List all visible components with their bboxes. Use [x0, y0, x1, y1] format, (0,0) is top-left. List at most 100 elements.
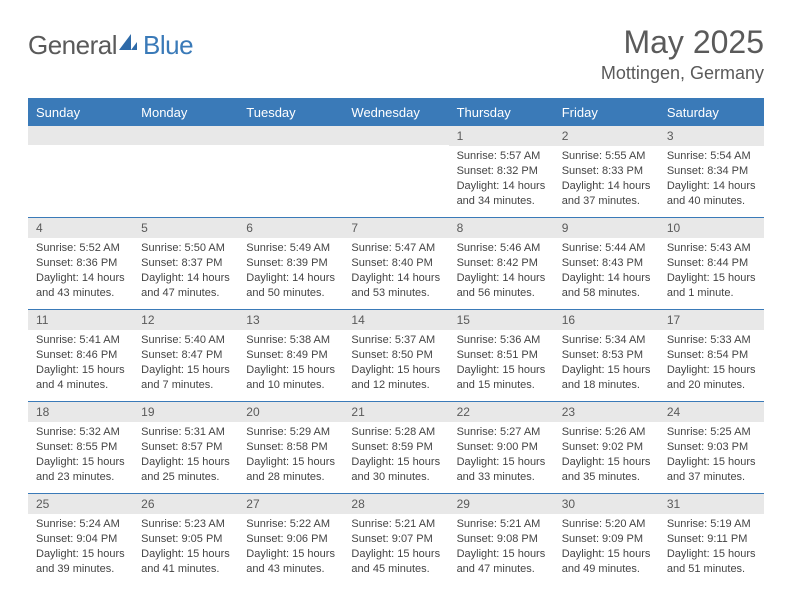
day-number: 31 [659, 494, 764, 514]
sail-icon [117, 32, 139, 59]
day-cell [343, 126, 448, 218]
day-number [28, 126, 133, 145]
day-number: 23 [554, 402, 659, 422]
week-row: 1Sunrise: 5:57 AMSunset: 8:32 PMDaylight… [28, 126, 764, 218]
day-content: Sunrise: 5:57 AMSunset: 8:32 PMDaylight:… [449, 146, 554, 214]
day-cell: 17Sunrise: 5:33 AMSunset: 8:54 PMDayligh… [659, 310, 764, 402]
day-cell: 31Sunrise: 5:19 AMSunset: 9:11 PMDayligh… [659, 494, 764, 586]
day-number: 29 [449, 494, 554, 514]
day-content: Sunrise: 5:46 AMSunset: 8:42 PMDaylight:… [449, 238, 554, 306]
day-number: 9 [554, 218, 659, 238]
day-content [343, 145, 448, 154]
day-content: Sunrise: 5:36 AMSunset: 8:51 PMDaylight:… [449, 330, 554, 398]
day-number: 6 [238, 218, 343, 238]
day-number: 19 [133, 402, 238, 422]
day-header: Wednesday [343, 99, 448, 126]
week-row: 11Sunrise: 5:41 AMSunset: 8:46 PMDayligh… [28, 310, 764, 402]
day-number: 24 [659, 402, 764, 422]
day-cell: 10Sunrise: 5:43 AMSunset: 8:44 PMDayligh… [659, 218, 764, 310]
day-content [238, 145, 343, 154]
day-number: 11 [28, 310, 133, 330]
day-cell: 20Sunrise: 5:29 AMSunset: 8:58 PMDayligh… [238, 402, 343, 494]
day-cell: 24Sunrise: 5:25 AMSunset: 9:03 PMDayligh… [659, 402, 764, 494]
day-content: Sunrise: 5:23 AMSunset: 9:05 PMDaylight:… [133, 514, 238, 582]
day-header: Monday [133, 99, 238, 126]
day-cell: 26Sunrise: 5:23 AMSunset: 9:05 PMDayligh… [133, 494, 238, 586]
day-number: 22 [449, 402, 554, 422]
day-number: 25 [28, 494, 133, 514]
day-cell: 3Sunrise: 5:54 AMSunset: 8:34 PMDaylight… [659, 126, 764, 218]
day-content [28, 145, 133, 154]
day-content: Sunrise: 5:20 AMSunset: 9:09 PMDaylight:… [554, 514, 659, 582]
day-content: Sunrise: 5:34 AMSunset: 8:53 PMDaylight:… [554, 330, 659, 398]
day-number: 13 [238, 310, 343, 330]
day-cell: 18Sunrise: 5:32 AMSunset: 8:55 PMDayligh… [28, 402, 133, 494]
calendar-table: Sunday Monday Tuesday Wednesday Thursday… [28, 98, 764, 586]
day-header: Sunday [28, 99, 133, 126]
day-header-row: Sunday Monday Tuesday Wednesday Thursday… [28, 99, 764, 126]
day-content: Sunrise: 5:21 AMSunset: 9:07 PMDaylight:… [343, 514, 448, 582]
day-header: Tuesday [238, 99, 343, 126]
day-content: Sunrise: 5:44 AMSunset: 8:43 PMDaylight:… [554, 238, 659, 306]
month-title: May 2025 [601, 24, 764, 61]
day-content: Sunrise: 5:26 AMSunset: 9:02 PMDaylight:… [554, 422, 659, 490]
day-content: Sunrise: 5:22 AMSunset: 9:06 PMDaylight:… [238, 514, 343, 582]
day-cell: 12Sunrise: 5:40 AMSunset: 8:47 PMDayligh… [133, 310, 238, 402]
logo-text-blue: Blue [143, 30, 193, 61]
day-number: 18 [28, 402, 133, 422]
day-cell: 2Sunrise: 5:55 AMSunset: 8:33 PMDaylight… [554, 126, 659, 218]
day-content: Sunrise: 5:27 AMSunset: 9:00 PMDaylight:… [449, 422, 554, 490]
day-content [133, 145, 238, 154]
day-cell [238, 126, 343, 218]
day-content: Sunrise: 5:31 AMSunset: 8:57 PMDaylight:… [133, 422, 238, 490]
day-number: 3 [659, 126, 764, 146]
day-content: Sunrise: 5:19 AMSunset: 9:11 PMDaylight:… [659, 514, 764, 582]
day-cell: 27Sunrise: 5:22 AMSunset: 9:06 PMDayligh… [238, 494, 343, 586]
day-content: Sunrise: 5:33 AMSunset: 8:54 PMDaylight:… [659, 330, 764, 398]
logo-text-general: General [28, 30, 117, 61]
day-cell: 22Sunrise: 5:27 AMSunset: 9:00 PMDayligh… [449, 402, 554, 494]
day-content: Sunrise: 5:37 AMSunset: 8:50 PMDaylight:… [343, 330, 448, 398]
day-cell: 28Sunrise: 5:21 AMSunset: 9:07 PMDayligh… [343, 494, 448, 586]
day-cell: 11Sunrise: 5:41 AMSunset: 8:46 PMDayligh… [28, 310, 133, 402]
day-content: Sunrise: 5:55 AMSunset: 8:33 PMDaylight:… [554, 146, 659, 214]
location-label: Mottingen, Germany [601, 63, 764, 84]
day-number: 7 [343, 218, 448, 238]
day-content: Sunrise: 5:49 AMSunset: 8:39 PMDaylight:… [238, 238, 343, 306]
day-cell: 7Sunrise: 5:47 AMSunset: 8:40 PMDaylight… [343, 218, 448, 310]
day-number: 30 [554, 494, 659, 514]
day-content: Sunrise: 5:54 AMSunset: 8:34 PMDaylight:… [659, 146, 764, 214]
day-cell [133, 126, 238, 218]
day-number: 28 [343, 494, 448, 514]
day-number: 17 [659, 310, 764, 330]
day-number: 10 [659, 218, 764, 238]
day-number: 8 [449, 218, 554, 238]
day-cell: 23Sunrise: 5:26 AMSunset: 9:02 PMDayligh… [554, 402, 659, 494]
day-number [133, 126, 238, 145]
day-number: 12 [133, 310, 238, 330]
day-content: Sunrise: 5:50 AMSunset: 8:37 PMDaylight:… [133, 238, 238, 306]
day-cell: 30Sunrise: 5:20 AMSunset: 9:09 PMDayligh… [554, 494, 659, 586]
day-content: Sunrise: 5:52 AMSunset: 8:36 PMDaylight:… [28, 238, 133, 306]
day-number [343, 126, 448, 145]
day-header: Friday [554, 99, 659, 126]
day-cell: 8Sunrise: 5:46 AMSunset: 8:42 PMDaylight… [449, 218, 554, 310]
day-cell: 13Sunrise: 5:38 AMSunset: 8:49 PMDayligh… [238, 310, 343, 402]
day-content: Sunrise: 5:40 AMSunset: 8:47 PMDaylight:… [133, 330, 238, 398]
day-number: 16 [554, 310, 659, 330]
day-number [238, 126, 343, 145]
header-right: May 2025 Mottingen, Germany [601, 24, 764, 84]
day-number: 26 [133, 494, 238, 514]
day-cell: 14Sunrise: 5:37 AMSunset: 8:50 PMDayligh… [343, 310, 448, 402]
calendar-page: General Blue May 2025 Mottingen, Germany… [0, 0, 792, 606]
day-cell [28, 126, 133, 218]
day-content: Sunrise: 5:21 AMSunset: 9:08 PMDaylight:… [449, 514, 554, 582]
day-cell: 4Sunrise: 5:52 AMSunset: 8:36 PMDaylight… [28, 218, 133, 310]
page-header: General Blue May 2025 Mottingen, Germany [28, 24, 764, 84]
day-content: Sunrise: 5:43 AMSunset: 8:44 PMDaylight:… [659, 238, 764, 306]
day-number: 20 [238, 402, 343, 422]
day-number: 4 [28, 218, 133, 238]
day-header: Thursday [449, 99, 554, 126]
day-header: Saturday [659, 99, 764, 126]
day-cell: 9Sunrise: 5:44 AMSunset: 8:43 PMDaylight… [554, 218, 659, 310]
